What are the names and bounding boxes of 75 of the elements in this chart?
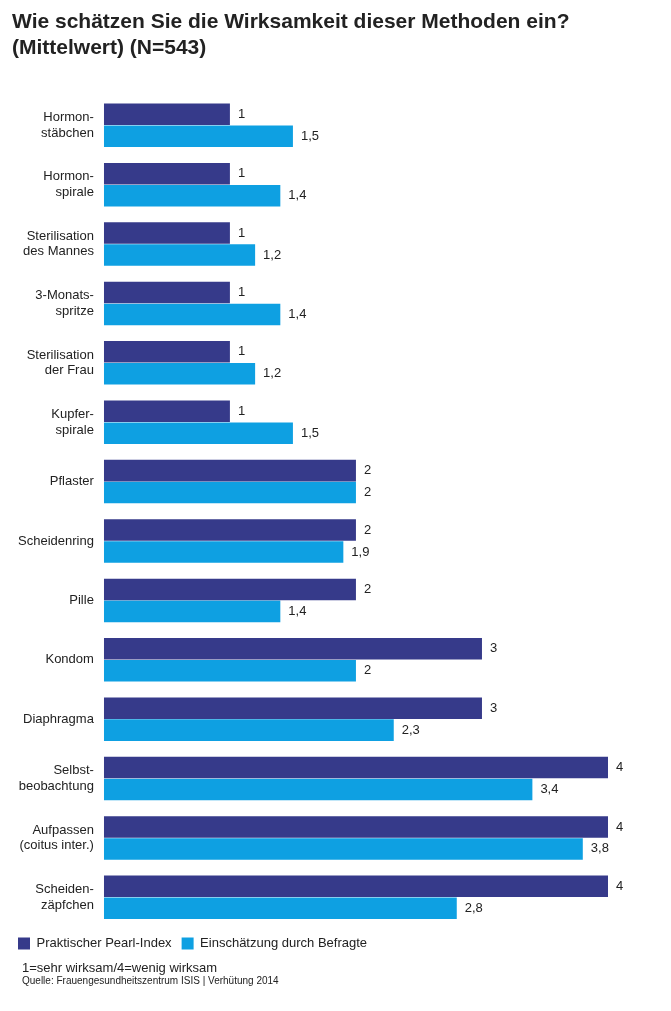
text: 1=sehr wirksam/4=wenig wirksam (22, 960, 219, 975)
bar (103, 816, 608, 838)
y-tick-label: Diaphragma (23, 710, 95, 726)
bar (103, 838, 583, 860)
bar (103, 422, 293, 444)
data-label: 3,4 (540, 781, 559, 797)
data-label: 4 (616, 759, 624, 775)
bar (103, 459, 356, 482)
bar (103, 363, 256, 385)
bar (103, 719, 394, 741)
bar (103, 659, 356, 682)
bar (103, 638, 482, 660)
bar (103, 184, 281, 207)
y-tick-label: Scheiden- zäpfchen (35, 881, 94, 912)
y-tick-label: Sterilisation der Frau (26, 346, 94, 378)
data-label: 1,2 (263, 365, 282, 381)
bar (103, 897, 457, 920)
legend-label: Einschätzung durch Befragte (200, 935, 368, 951)
data-label: 2 (363, 580, 372, 596)
data-label: 1 (237, 284, 246, 300)
y-tick-label: Hormon- spirale (43, 168, 94, 200)
bar (103, 162, 230, 185)
data-label: 3,8 (590, 840, 609, 856)
y-tick-label: Kondom (45, 651, 94, 667)
data-label: 1,4 (288, 602, 307, 618)
bar (103, 103, 230, 126)
data-label: 1,5 (300, 127, 320, 143)
bar (103, 578, 356, 601)
bar (103, 400, 230, 422)
data-label: 4 (616, 818, 624, 834)
bar (103, 697, 482, 719)
bar (103, 875, 608, 898)
data-label: 1 (237, 402, 246, 418)
bar (103, 303, 281, 326)
legend-label: Praktischer Pearl-Index (36, 935, 173, 951)
data-label: 2 (363, 521, 372, 537)
chart-title: Wie schätzen Sie die Wirksamkeit dieser Methoden ein? (Mittelwert) (N=543) (12, 8, 571, 60)
data-label: 1,4 (288, 187, 307, 203)
data-label: 2 (363, 662, 372, 678)
data-label: 3 (489, 640, 498, 656)
bar (103, 541, 344, 563)
data-label: 1 (237, 343, 246, 359)
y-tick-label: Scheidenring (18, 532, 94, 548)
data-label: 1,9 (351, 543, 370, 559)
bar (103, 519, 356, 541)
data-label: 1,5 (300, 424, 320, 440)
data-label: 2 (363, 462, 372, 478)
y-tick-label: Kupfer- spirale (51, 406, 94, 437)
y-tick-label: Sterilisation des Mannes (23, 227, 95, 259)
bar (103, 222, 230, 244)
data-label: 1,4 (288, 306, 307, 322)
y-tick-label: Selbst- beobachtung (18, 762, 94, 793)
y-tick-label: Pille (69, 591, 94, 607)
data-label: 1 (237, 165, 246, 181)
y-tick-label: Pflaster (49, 473, 95, 489)
data-label: 1 (237, 105, 246, 121)
data-label: 2 (363, 484, 372, 500)
data-label: 1,2 (263, 246, 282, 262)
bar (103, 600, 281, 623)
y-tick-label: Hormon- stäbchen (41, 109, 94, 140)
bar (103, 778, 533, 801)
bar (103, 756, 608, 779)
bar (103, 125, 293, 148)
bar (103, 244, 256, 266)
data-label: 3 (489, 699, 498, 715)
data-label: 2,8 (464, 899, 483, 915)
data-label: 2,3 (401, 721, 420, 737)
bar (103, 481, 356, 504)
y-tick-label: 3-Monats- spritze (35, 287, 94, 318)
bar (103, 341, 230, 363)
bar (103, 281, 230, 304)
data-label: 4 (616, 877, 624, 893)
source-note: Quelle: Frauengesundheitszentrum ISIS | Verhütung 2014 (22, 975, 280, 986)
y-tick-label: Aufpassen (coitus inter.) (19, 821, 94, 853)
data-label: 1 (237, 224, 246, 240)
